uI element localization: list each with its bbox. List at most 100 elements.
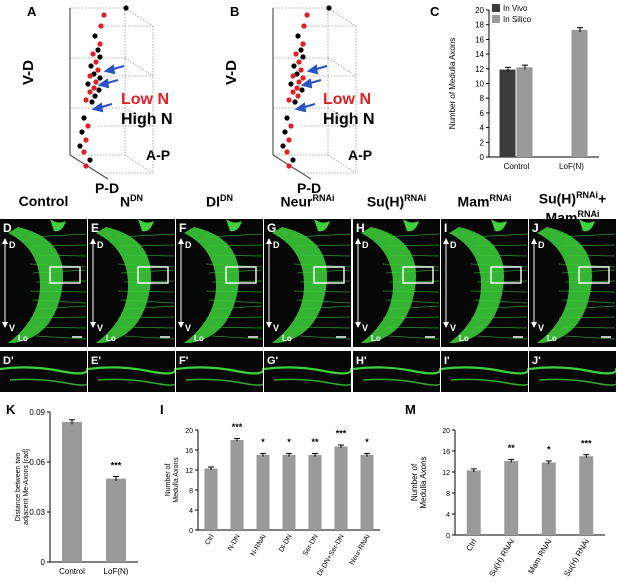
bar: [204, 468, 218, 530]
panel-a-pd-label: P-D: [95, 180, 120, 196]
axon-line: [208, 326, 263, 329]
dv-arrow-head-bottom: [2, 322, 8, 328]
axon-line: [385, 269, 440, 274]
scatter-point: [295, 33, 301, 39]
category-label: Neur-RNAi: [349, 533, 372, 566]
cube-gridline: [327, 7, 357, 27]
axon-line: [470, 316, 528, 319]
title-base: Mam: [457, 193, 490, 210]
title-superscript: RNAi: [404, 193, 427, 203]
y-axis-label: Distance between twoadjacent Me-Axons [r…: [15, 449, 30, 525]
axon-line: [476, 335, 528, 340]
bar: [571, 29, 588, 157]
axon-line: [211, 305, 263, 310]
tissue-shape: [361, 227, 417, 343]
panel-b-vd-label: V-D: [223, 59, 240, 85]
micrograph-art: D VLo H: [355, 219, 440, 343]
scatter-point: [290, 73, 296, 79]
axon-line: [117, 233, 175, 238]
zoom-letter: J': [532, 355, 541, 367]
axon-line: [473, 269, 528, 274]
scatter-point: [296, 79, 302, 85]
y-tick-label: 18: [475, 21, 484, 30]
significance-mark: **: [508, 443, 516, 453]
zoom-d: D': [0, 351, 87, 392]
label-d: D: [185, 240, 192, 250]
arrow-head: [300, 78, 313, 89]
axon-line: [35, 305, 87, 310]
label-lo: Lo: [18, 334, 28, 343]
axis-pd: [69, 154, 109, 180]
scatter-point: [300, 54, 306, 60]
label-v: V: [273, 323, 279, 333]
axon-line: [385, 326, 440, 329]
title-superscript-2: RNAi: [577, 208, 600, 219]
zoom-art: I': [441, 355, 528, 386]
bar: [516, 67, 533, 157]
axon-line: [473, 299, 528, 304]
axon-line: [296, 299, 351, 304]
axon-line: [388, 280, 440, 283]
scatter-point: [77, 143, 83, 149]
scatter-point: [298, 47, 304, 53]
category-label: Control: [59, 567, 85, 576]
y-tick-label: 0: [41, 558, 46, 567]
y-tick-label: 12: [185, 468, 193, 475]
micrograph-art: D VLo E: [90, 219, 175, 343]
legend-swatch: [492, 15, 500, 23]
axon-line: [29, 290, 87, 293]
axon-line: [388, 335, 440, 340]
axon-trace: [450, 378, 528, 386]
scatter-point: [85, 123, 91, 129]
title-superscript: DN: [220, 193, 233, 203]
label-lo: Lo: [547, 334, 557, 343]
title-base: Su(H): [366, 193, 405, 210]
chart-m: 0 4 8 12 16 20 Number ofMedulla Axons Ctrl ** Su(…: [410, 428, 605, 578]
bar: [541, 462, 556, 535]
axon-line: [293, 290, 351, 293]
axon-line: [208, 299, 263, 304]
y-tick-label: 0.09: [29, 408, 45, 417]
arrow-icon: [97, 78, 119, 89]
label-lo: Lo: [106, 334, 116, 343]
axon-line: [32, 244, 87, 247]
micrograph-letter: D: [3, 221, 12, 235]
label-v: V: [185, 323, 191, 333]
tissue-shape: [537, 227, 593, 343]
micrograph-letter: J: [532, 221, 539, 235]
tissue-shape: [8, 227, 64, 343]
micrograph-letter: G: [267, 221, 276, 235]
cube-gridline: [327, 154, 357, 174]
y-tick-label: 20: [185, 428, 193, 435]
zoom-art: G': [264, 355, 351, 386]
scatter-point: [296, 59, 302, 65]
panel-a-scatter3d: [69, 5, 154, 180]
scatter-point: [293, 51, 299, 57]
panel-a-low-n-legend: Low N: [121, 91, 169, 108]
axon-trace: [362, 378, 440, 386]
zoom-box: [313, 266, 345, 284]
chart-c: 0 2 4 6 8 10 12 14 16 18 20 Number of Medulla Axons…: [448, 4, 599, 171]
axon-line: [299, 305, 351, 310]
scatter-point: [83, 97, 89, 103]
axon-line: [470, 290, 528, 293]
scatter-point: [294, 71, 300, 77]
axon-trace: [88, 366, 175, 375]
scatter-point: [98, 23, 104, 29]
dv-arrow-head-top: [355, 238, 361, 244]
scatter-points: [280, 5, 332, 169]
micrograph-art: D VLo F: [178, 219, 263, 343]
axon-line: [558, 316, 616, 319]
significance-mark: *: [287, 437, 291, 447]
lamina-blob: [314, 219, 330, 232]
dv-arrow-head-bottom: [90, 322, 96, 328]
zoom-art: E': [88, 355, 175, 386]
category-label: Mam RNAi: [526, 537, 553, 575]
chart-k: 0 0.03 0.06 0.09 Distance between twoadjacen…: [15, 408, 138, 576]
bar: [499, 69, 516, 157]
lamina-blob: [50, 219, 66, 232]
category-label: Su(H) RNAi: [562, 537, 591, 578]
axon-trace: [264, 366, 351, 375]
cube-gridline: [124, 57, 154, 77]
tissue-shape: [449, 227, 505, 343]
